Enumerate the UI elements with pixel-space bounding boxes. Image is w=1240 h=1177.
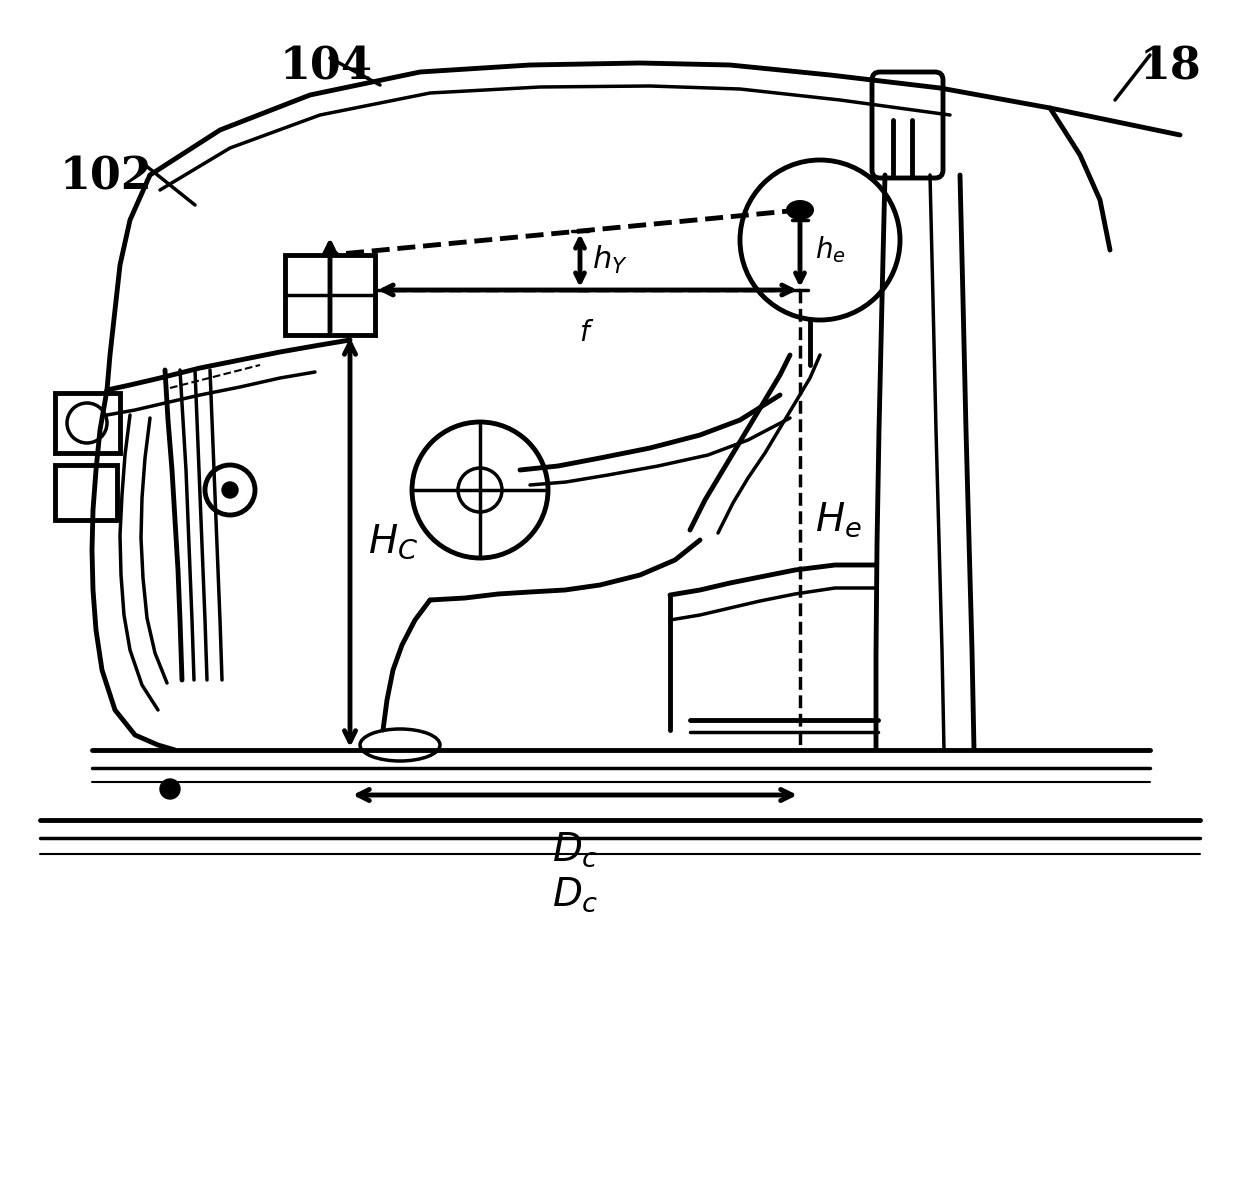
Text: 18: 18 [1140,45,1202,88]
Text: $h_e$: $h_e$ [815,234,846,265]
Text: $H_C$: $H_C$ [368,523,418,561]
Bar [285,255,374,335]
Bar [55,465,117,520]
Circle shape [222,483,238,498]
Text: 104: 104 [280,45,373,88]
Bar [55,393,120,453]
Circle shape [160,779,180,799]
Text: $D_c$: $D_c$ [552,876,598,915]
FancyBboxPatch shape [872,72,942,178]
Text: $D_c$: $D_c$ [552,831,598,870]
Text: $H_e$: $H_e$ [815,500,862,539]
Text: $f$: $f$ [579,320,595,347]
Text: $h_Y$: $h_Y$ [591,244,627,277]
Ellipse shape [786,200,813,220]
Text: 102: 102 [60,155,153,198]
